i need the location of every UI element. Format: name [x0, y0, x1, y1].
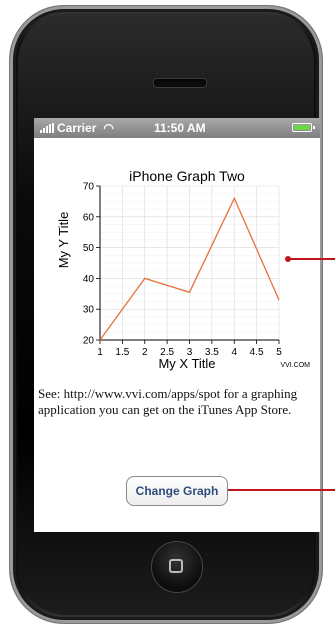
screen: Carrier ◠ 11:50 AM iPhone Graph Two My Y…: [34, 118, 320, 532]
x-tick-label: 2.5: [160, 347, 174, 358]
home-square-icon: [169, 559, 183, 573]
x-tick-label: 1: [97, 347, 103, 358]
series-line: [99, 196, 280, 341]
status-time: 11:50 AM: [154, 121, 206, 135]
y-axis-ticks: 20 30 40 50 60 70: [83, 182, 100, 347]
chart-title: iPhone Graph Two: [129, 168, 245, 184]
chart-axes: [99, 186, 279, 341]
y-axis-label: My Y Title: [56, 212, 71, 269]
watermark: VVI.COM: [280, 362, 310, 369]
status-bar: Carrier ◠ 11:50 AM: [34, 118, 320, 138]
x-tick-label: 3.5: [205, 347, 219, 358]
x-tick-label: 1.5: [115, 347, 129, 358]
y-tick-label: 20: [83, 336, 95, 347]
y-tick-label: 40: [83, 274, 95, 285]
chart-callout-line: [285, 256, 335, 262]
x-tick-label: 2: [142, 347, 148, 358]
home-button[interactable]: [151, 541, 203, 593]
change-graph-button[interactable]: Change Graph: [126, 476, 228, 506]
y-tick-label: 70: [83, 182, 95, 193]
y-tick-label: 60: [83, 212, 95, 223]
signal-bars-icon: [40, 123, 54, 133]
y-tick-label: 50: [83, 243, 95, 254]
y-tick-label: 30: [83, 305, 95, 316]
x-tick-label: 5: [276, 347, 282, 358]
x-axis-ticks: 1 1.5 2 2.5 3 3.5 4 4.5 5: [97, 340, 282, 358]
earpiece-speaker: [153, 78, 207, 88]
carrier-label: Carrier: [57, 121, 97, 135]
button-callout-line: [228, 489, 335, 491]
description-text: See: http://www.vvi.com/apps/spot for a …: [38, 386, 298, 417]
battery-icon: [292, 123, 315, 132]
x-tick-label: 3: [187, 347, 193, 358]
x-tick-label: 4.5: [250, 347, 264, 358]
x-tick-label: 4: [231, 347, 237, 358]
chart-grid: [99, 185, 280, 341]
wifi-icon: ◠: [103, 121, 114, 135]
line-chart: iPhone Graph Two My Y Title My X Title V…: [56, 168, 310, 371]
x-axis-label: My X Title: [158, 356, 215, 371]
